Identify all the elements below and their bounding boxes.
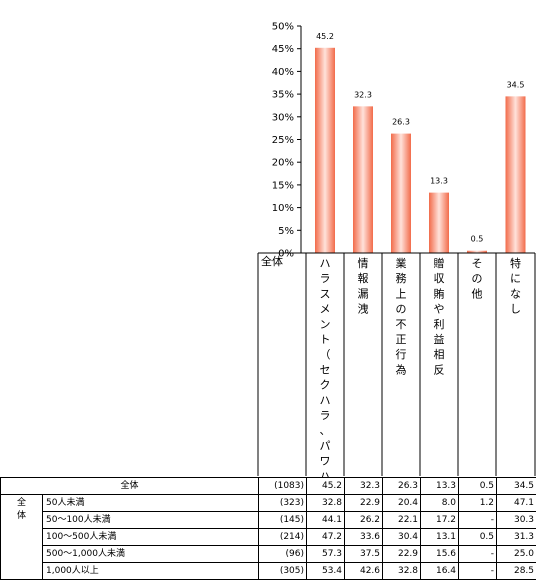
bar [353, 106, 373, 253]
data-label: 26.3 [392, 118, 410, 127]
table-cell: 33.6 [345, 529, 383, 546]
table-cell: 32.8 [383, 563, 421, 580]
sample-size: (323) [259, 495, 307, 512]
table-cell: 32.8 [307, 495, 345, 512]
bar [506, 96, 526, 253]
table-cell: 37.5 [345, 546, 383, 563]
row-label: 500〜1,000人未満 [43, 546, 259, 563]
table-cell: - [459, 563, 497, 580]
table-cell: 8.0 [421, 495, 459, 512]
y-tick-label: 50% [272, 22, 294, 33]
sample-size: (305) [259, 563, 307, 580]
table-cell: 31.3 [497, 529, 536, 546]
sample-size: (214) [259, 529, 307, 546]
table-cell: 17.2 [421, 512, 459, 529]
bar [429, 193, 449, 253]
table-cell: 42.6 [345, 563, 383, 580]
row-label: 100〜500人未満 [43, 529, 259, 546]
y-axis: 0%5%10%15%20%25%30%35%40%45%50% [272, 22, 301, 260]
y-tick-label: 25% [272, 135, 294, 146]
data-label: 34.5 [507, 80, 525, 89]
data-label: 13.3 [430, 177, 448, 186]
y-tick-label: 10% [272, 203, 294, 214]
table-cell: 28.5 [497, 563, 536, 580]
category-label: 情報漏洩 [358, 257, 369, 316]
table-cell: 0.5 [459, 478, 497, 495]
sample-size: (1083) [259, 478, 307, 495]
bar [315, 48, 335, 253]
y-tick-label: 5% [278, 226, 294, 237]
table-cell: 20.4 [383, 495, 421, 512]
table-cell: 15.6 [421, 546, 459, 563]
group-label: 全体 [1, 495, 43, 580]
table-cell: 34.5 [497, 478, 536, 495]
data-label: 45.2 [316, 32, 334, 41]
category-header-row: 全体 ハラスメント（セクハラ、パワハラなど） 情報漏洩 業務上の不正行為 贈収賄や利益相… [258, 253, 535, 477]
category-label: 特になし [510, 256, 521, 316]
table-cell: 22.9 [383, 546, 421, 563]
table-cell: 47.2 [307, 529, 345, 546]
category-label: その他 [472, 257, 483, 300]
table-cell: 25.0 [497, 546, 536, 563]
table-cell: 57.3 [307, 546, 345, 563]
bar-chart: 0%5%10%15%20%25%30%35%40%45%50% 45.232.3… [0, 0, 536, 477]
table-cell: 44.1 [307, 512, 345, 529]
table-cell: 13.3 [421, 478, 459, 495]
sample-size: (145) [259, 512, 307, 529]
table-cell: 26.2 [345, 512, 383, 529]
table-cell: 16.4 [421, 563, 459, 580]
category-label: ハラスメント（セクハラ、パワハラなど） [320, 257, 331, 477]
table-cell: 47.1 [497, 495, 536, 512]
bars: 45.2 32.3 26.3 13.3 0.5 34.5 [315, 32, 526, 253]
table-cell: 45.2 [307, 478, 345, 495]
table-cell: 26.3 [383, 478, 421, 495]
table-cell: - [459, 512, 497, 529]
table-cell: 22.9 [345, 495, 383, 512]
table-cell: 30.3 [497, 512, 536, 529]
table-cell: 0.5 [459, 529, 497, 546]
row-label: 1,000人以上 [43, 563, 259, 580]
table-cell: - [459, 546, 497, 563]
data-label: 0.5 [471, 235, 484, 244]
y-tick-label: 35% [272, 90, 294, 101]
y-tick-label: 45% [272, 44, 294, 55]
row-label: 全体 [1, 478, 259, 495]
y-tick-label: 30% [272, 112, 294, 123]
category-label: 贈収賄や利益相反 [434, 256, 445, 376]
sample-size: (96) [259, 546, 307, 563]
row-label: 50〜100人未満 [43, 512, 259, 529]
y-tick-label: 40% [272, 67, 294, 78]
table-cell: 13.1 [421, 529, 459, 546]
y-tick-label: 15% [272, 180, 294, 191]
bar [391, 134, 411, 253]
table-cell: 1.2 [459, 495, 497, 512]
table-cell: 22.1 [383, 512, 421, 529]
category-label: 業務上の不正行為 [396, 257, 407, 376]
table-cell: 53.4 [307, 563, 345, 580]
y-tick-label: 20% [272, 158, 294, 169]
category-label: 全体 [261, 254, 283, 268]
table-cell: 32.3 [345, 478, 383, 495]
row-label: 50人未満 [43, 495, 259, 512]
table-cell: 30.4 [383, 529, 421, 546]
data-label: 32.3 [354, 90, 372, 99]
